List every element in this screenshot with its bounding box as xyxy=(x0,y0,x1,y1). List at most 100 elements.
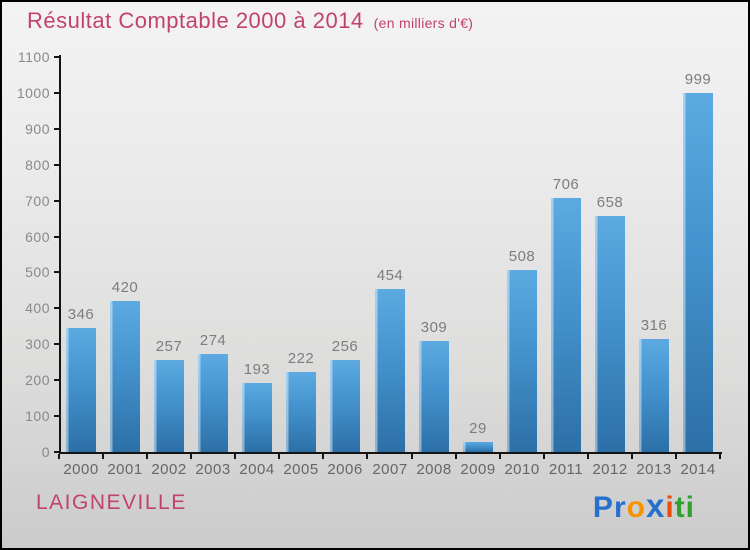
bar-value-2002: 257 xyxy=(155,338,183,355)
y-axis-tick xyxy=(54,235,59,238)
logo-letter: x xyxy=(645,487,666,524)
x-axis-label-2007: 2007 xyxy=(372,461,408,478)
y-axis-tick-label: 500 xyxy=(25,264,50,281)
x-axis-label-2000: 2000 xyxy=(63,461,99,478)
x-axis-line xyxy=(59,452,722,454)
y-axis-tick-label: 0 xyxy=(41,444,50,460)
x-axis-tick xyxy=(190,454,193,459)
logo-letter: o xyxy=(626,491,646,524)
bar-value-2009: 29 xyxy=(469,420,487,437)
y-axis-tick-label: 1100 xyxy=(17,49,50,65)
x-axis-label-2010: 2010 xyxy=(504,461,540,478)
bar-2010 xyxy=(507,270,537,452)
bar-value-2014: 999 xyxy=(684,71,712,88)
y-axis-line xyxy=(59,55,61,454)
bar-value-2010: 508 xyxy=(508,248,536,265)
y-axis-tick xyxy=(54,199,59,202)
y-axis-tick-label: 300 xyxy=(25,336,50,353)
bar-value-2008: 309 xyxy=(420,319,448,336)
x-axis-label-2008: 2008 xyxy=(416,461,452,478)
bar-2005 xyxy=(286,372,316,452)
x-axis-label-2006: 2006 xyxy=(327,461,363,478)
y-axis-tick xyxy=(54,56,59,58)
y-axis-tick-label: 900 xyxy=(25,120,50,137)
logo-letter: r xyxy=(613,491,627,524)
y-axis-tick xyxy=(54,91,59,94)
x-axis-label-2004: 2004 xyxy=(239,461,275,478)
x-axis-tick xyxy=(410,454,413,459)
y-axis-tick-label: 600 xyxy=(25,228,50,245)
y-axis-tick xyxy=(54,415,59,418)
bar-value-2003: 274 xyxy=(199,332,227,349)
x-axis-label-2013: 2013 xyxy=(636,461,672,478)
x-axis-tick xyxy=(366,454,369,459)
bar-value-2007: 454 xyxy=(376,267,404,284)
bar-2001 xyxy=(110,301,140,452)
y-axis-tick-label: 200 xyxy=(25,372,50,389)
y-axis-tick xyxy=(54,163,59,166)
logo-letter: t xyxy=(674,491,686,524)
place-name: LAIGNEVILLE xyxy=(36,491,187,514)
y-axis-tick xyxy=(54,343,59,346)
bar-value-2011: 706 xyxy=(552,176,580,193)
y-axis-tick xyxy=(54,379,59,382)
bar-2009 xyxy=(463,442,493,452)
logo-letter: i xyxy=(665,491,675,524)
y-axis-tick-label: 400 xyxy=(25,300,50,317)
x-axis-label-2003: 2003 xyxy=(195,461,231,478)
x-axis-label-2009: 2009 xyxy=(460,461,496,478)
bar-2004 xyxy=(242,383,272,452)
y-axis-tick-label: 100 xyxy=(25,408,50,425)
x-axis-tick xyxy=(542,454,545,459)
logo-letter: P xyxy=(592,491,614,524)
x-axis-tick xyxy=(586,454,589,459)
bar-value-2001: 420 xyxy=(111,279,139,296)
x-axis-tick xyxy=(498,454,501,459)
bar-2003 xyxy=(198,354,228,452)
chart-title: Résultat Comptable 2000 à 2014 xyxy=(27,8,364,33)
x-axis-label-2012: 2012 xyxy=(592,461,628,478)
x-axis-tick xyxy=(234,454,237,459)
x-axis-label-2001: 2001 xyxy=(107,461,143,478)
bar-2011 xyxy=(551,198,581,452)
x-axis-tick xyxy=(454,454,457,459)
bar-value-2004: 193 xyxy=(243,361,271,378)
bar-2002 xyxy=(154,360,184,452)
x-axis-tick xyxy=(630,454,633,459)
x-axis-tick xyxy=(322,454,325,459)
bar-2007 xyxy=(375,289,405,452)
x-axis-tick xyxy=(719,454,721,459)
chart-subtitle: (en milliers d'€) xyxy=(373,15,474,31)
x-axis-label-2014: 2014 xyxy=(680,461,716,478)
y-axis-tick xyxy=(54,307,59,310)
proxiti-logo: Proxiti xyxy=(593,487,695,525)
x-axis-label-2005: 2005 xyxy=(283,461,319,478)
x-axis-tick xyxy=(674,454,677,459)
logo-letter: i xyxy=(685,491,695,524)
x-axis-tick xyxy=(102,454,105,459)
x-axis-tick xyxy=(278,454,281,459)
bar-value-2006: 256 xyxy=(331,338,359,355)
y-axis-tick xyxy=(54,451,59,453)
y-axis-tick-label: 700 xyxy=(25,192,50,209)
bar-value-2000: 346 xyxy=(67,306,95,323)
x-axis-tick xyxy=(146,454,149,459)
bar-2006 xyxy=(330,360,360,452)
bar-2008 xyxy=(419,341,449,452)
bar-value-2012: 658 xyxy=(596,194,624,211)
bar-2013 xyxy=(639,339,669,452)
x-axis-label-2011: 2011 xyxy=(548,461,584,478)
y-axis-tick xyxy=(54,271,59,274)
bar-value-2005: 222 xyxy=(287,350,315,367)
y-axis-tick xyxy=(54,127,59,130)
bar-value-2013: 316 xyxy=(640,317,668,334)
bar-2000 xyxy=(66,328,96,452)
y-axis-tick-label: 1000 xyxy=(16,84,50,101)
chart-header: Résultat Comptable 2000 à 2014 (en millie… xyxy=(27,8,473,34)
x-axis-tick xyxy=(58,454,60,459)
bar-2014 xyxy=(683,93,713,452)
x-axis-label-2002: 2002 xyxy=(151,461,187,478)
bar-2012 xyxy=(595,216,625,452)
